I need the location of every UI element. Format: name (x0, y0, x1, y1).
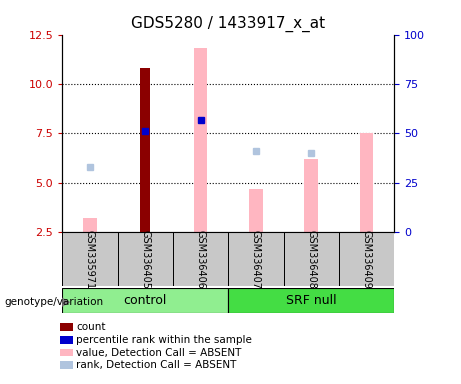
Text: SRF null: SRF null (286, 294, 337, 307)
Text: GSM336405: GSM336405 (140, 230, 150, 289)
Bar (60, 323, 73, 331)
Text: percentile rank within the sample: percentile rank within the sample (76, 335, 252, 345)
Bar (62, 232, 118, 286)
Bar (249, 189, 263, 232)
Text: GSM336407: GSM336407 (251, 230, 261, 289)
Bar (60, 361, 73, 369)
Bar (60, 349, 73, 356)
Text: count: count (76, 322, 106, 332)
Bar (83, 218, 97, 232)
Bar (304, 159, 318, 232)
Bar (173, 232, 228, 286)
Text: rank, Detection Call = ABSENT: rank, Detection Call = ABSENT (76, 360, 236, 370)
Bar (194, 48, 207, 232)
Title: GDS5280 / 1433917_x_at: GDS5280 / 1433917_x_at (131, 16, 325, 32)
Text: GSM336408: GSM336408 (306, 230, 316, 289)
Text: genotype/variation: genotype/variation (5, 297, 104, 307)
Bar (118, 232, 173, 286)
Text: control: control (124, 294, 167, 307)
Text: GSM336406: GSM336406 (195, 230, 206, 289)
Bar (228, 288, 394, 313)
Bar (140, 68, 150, 232)
Text: GSM336409: GSM336409 (361, 230, 372, 289)
Bar (360, 134, 373, 232)
Text: GSM335971: GSM335971 (85, 230, 95, 289)
Bar (60, 336, 73, 344)
Bar (62, 288, 228, 313)
Bar (284, 232, 339, 286)
Polygon shape (62, 298, 71, 307)
Bar (228, 232, 284, 286)
Text: value, Detection Call = ABSENT: value, Detection Call = ABSENT (76, 348, 242, 358)
Bar (339, 232, 394, 286)
